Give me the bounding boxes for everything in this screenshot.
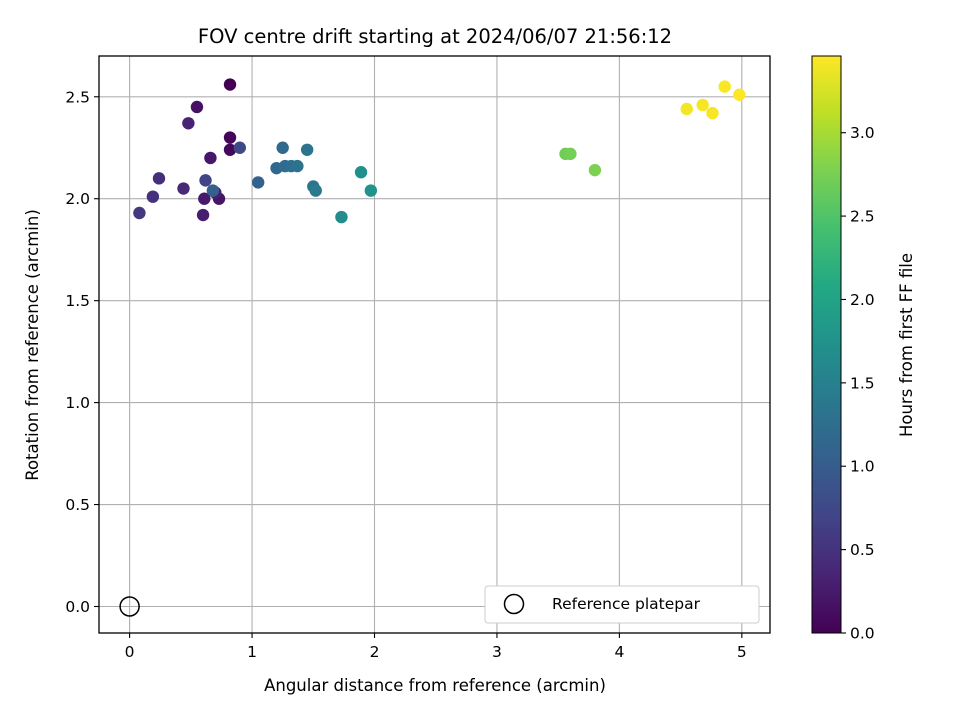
data-point: [223, 131, 237, 144]
legend: Reference platepar: [484, 585, 760, 624]
data-point: [291, 159, 304, 173]
data-point: [199, 174, 212, 187]
x-tick-label: 1: [247, 643, 257, 661]
data-point: [564, 147, 577, 161]
data-point: [146, 190, 160, 203]
data-point: [733, 88, 746, 101]
data-point: [276, 141, 289, 154]
colorbar-tick-label: 0.0: [850, 625, 875, 643]
data-point: [223, 143, 237, 156]
colorbar-tick-label: 1.0: [850, 458, 875, 476]
data-point: [706, 106, 719, 120]
colorbar-tick-label: 1.5: [850, 374, 875, 392]
data-point: [680, 102, 693, 116]
x-tick-label: 4: [614, 643, 624, 661]
data-point: [354, 166, 368, 179]
colorbar-tick-label: 3.0: [850, 124, 875, 142]
data-point: [718, 80, 731, 93]
data-point: [251, 176, 265, 189]
y-tick-label: 1.0: [65, 394, 90, 412]
data-point: [223, 78, 237, 91]
data-point: [588, 163, 602, 177]
colorbar-gradient: [811, 55, 842, 634]
data-point: [233, 141, 247, 154]
chart-title: FOV centre drift starting at 2024/06/07 …: [198, 25, 672, 48]
data-point: [198, 192, 211, 205]
data-point: [335, 210, 348, 224]
y-axis-label: Rotation from reference (arcmin): [23, 209, 42, 481]
data-point: [204, 151, 217, 165]
data-point: [206, 184, 220, 197]
colorbar: 0.0 0.5 1.0 1.5 2.0 2.5 3.0 Hours from first F…: [811, 55, 916, 643]
y-tick-label: 0.0: [65, 598, 90, 616]
legend-marker: [503, 593, 525, 615]
data-point: [177, 182, 190, 195]
data-point: [309, 184, 322, 197]
data-point: [133, 206, 146, 220]
data-points: [119, 78, 746, 617]
y-tick-label: 0.5: [65, 496, 90, 514]
colorbar-ticks: 0.0 0.5 1.0 1.5 2.0 2.5 3.0: [841, 124, 875, 643]
legend-box: [484, 585, 760, 624]
data-point: [190, 100, 204, 114]
data-point: [196, 208, 210, 222]
colorbar-tick-label: 2.0: [850, 291, 875, 309]
data-point: [152, 172, 166, 185]
grid: [99, 56, 770, 633]
data-point: [696, 98, 709, 112]
data-point: [364, 184, 378, 197]
colorbar-label: Hours from first FF file: [897, 253, 916, 437]
x-tick-label: 0: [125, 643, 135, 661]
y-tick-label: 2.5: [65, 88, 90, 106]
colorbar-tick-label: 0.5: [850, 541, 875, 559]
data-point: [182, 117, 195, 130]
y-tick-label: 1.5: [65, 292, 90, 310]
x-axis-label: Angular distance from reference (arcmin): [264, 676, 606, 695]
reference-point: [119, 596, 140, 617]
colorbar-tick-label: 2.5: [850, 208, 875, 226]
x-tick-label: 3: [492, 643, 502, 661]
x-tick-label: 2: [370, 643, 380, 661]
axis-ticks: 0 1 2 3 4 5 0.0 0.5 1.0 1.5 2.0 2.5: [65, 88, 746, 661]
y-tick-label: 2.0: [65, 190, 90, 208]
plot-frame: [98, 55, 771, 634]
data-point: [300, 143, 314, 156]
x-tick-label: 5: [737, 643, 747, 661]
legend-label: Reference platepar: [552, 595, 701, 613]
